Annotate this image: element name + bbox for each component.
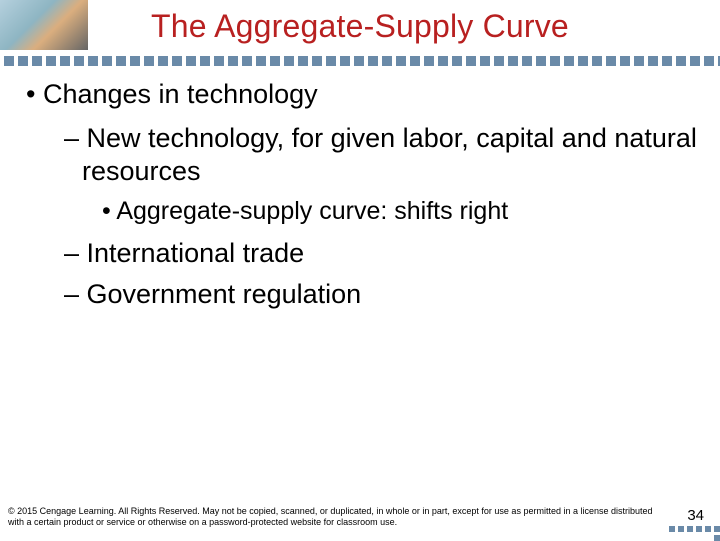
bullet-level-2: – International trade bbox=[64, 237, 700, 270]
page-number: 34 bbox=[685, 507, 706, 524]
slide-title: The Aggregate-Supply Curve bbox=[0, 0, 720, 51]
bullet-level-2: – Government regulation bbox=[64, 278, 700, 311]
bullet-level-1: • Changes in technology bbox=[26, 78, 700, 112]
slide-content: • Changes in technology – New technology… bbox=[26, 78, 700, 319]
copyright-footer: © 2015 Cengage Learning. All Rights Rese… bbox=[8, 506, 660, 529]
bullet-level-2: – New technology, for given labor, capit… bbox=[64, 122, 700, 188]
title-underline-dots bbox=[0, 56, 720, 66]
header-decorative-image bbox=[0, 0, 88, 50]
bullet-level-3: • Aggregate-supply curve: shifts right bbox=[102, 196, 700, 227]
